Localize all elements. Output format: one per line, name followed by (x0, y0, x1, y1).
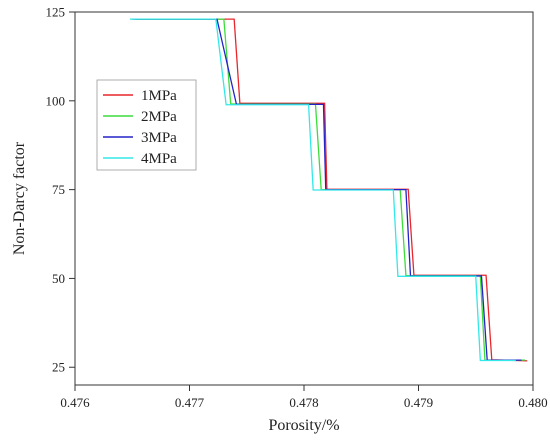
ticks-layer: 0.476 0.477 0.478 0.479 0.480 25 50 75 100 125 (46, 5, 548, 411)
legend: 1MPa 2MPa 3MPa 4MPa (96, 79, 197, 171)
y-tick-label: 50 (52, 271, 65, 286)
series-layer (129, 18, 528, 362)
series-line-4MPa (129, 18, 516, 362)
y-tick-label: 100 (46, 93, 66, 108)
y-axis-label: Non-Darcy factor (11, 141, 28, 255)
legend-label: 2MPa (141, 109, 177, 125)
legend-label: 3MPa (141, 130, 177, 146)
x-tick-label: 0.480 (518, 395, 547, 410)
x-tick-label: 0.479 (404, 395, 433, 410)
x-tick-label: 0.476 (60, 395, 90, 410)
x-tick-label: 0.478 (289, 395, 318, 410)
y-tick-label: 25 (52, 360, 65, 375)
y-tick-label: 75 (52, 182, 65, 197)
legend-label: 1MPa (141, 88, 177, 104)
x-axis-label: Porosity/% (268, 417, 339, 434)
legend-label: 4MPa (141, 151, 177, 167)
plot-frame (74, 11, 534, 386)
x-tick-label: 0.477 (175, 395, 205, 410)
y-tick-label: 125 (46, 5, 66, 20)
